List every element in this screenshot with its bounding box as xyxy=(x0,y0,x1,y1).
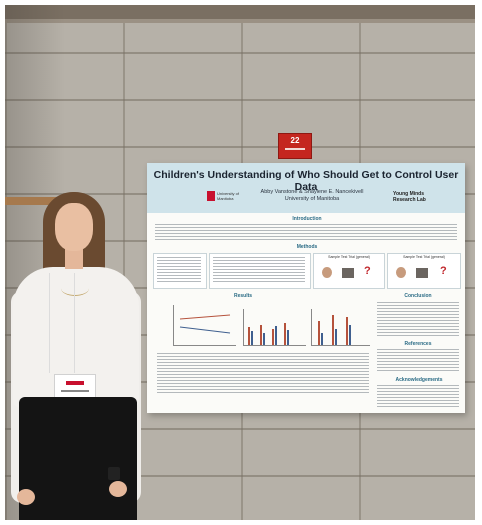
bar xyxy=(284,323,286,345)
bar xyxy=(349,325,351,345)
line-chart xyxy=(173,305,236,346)
badge-text-line xyxy=(61,390,89,392)
bar xyxy=(321,333,323,345)
bar xyxy=(275,326,277,345)
research-poster: Children's Understanding of Who Should G… xyxy=(147,163,465,413)
references-text xyxy=(377,349,459,373)
bar xyxy=(318,321,320,345)
references-heading: References xyxy=(404,341,432,347)
introduction-heading: Introduction xyxy=(292,216,322,222)
bar xyxy=(272,329,274,345)
bar-chart-right xyxy=(311,309,370,346)
bar xyxy=(251,331,253,345)
lanyard xyxy=(49,273,75,373)
trial-panel-b: Sample Test Trial (general) ? xyxy=(387,253,461,289)
stimulus-image xyxy=(342,268,354,278)
room-sign-braille xyxy=(285,148,305,150)
poster-header xyxy=(147,163,465,213)
trial-panel-b-label: Sample Test Trial (general) xyxy=(403,255,445,259)
bar xyxy=(346,317,348,345)
presenter-right-hand xyxy=(109,481,127,497)
bar xyxy=(335,329,337,345)
author-affiliation: University of Manitoba xyxy=(284,196,340,202)
bar xyxy=(248,327,250,345)
participants-box xyxy=(153,253,207,289)
question-mark: ? xyxy=(364,265,371,277)
author-names: Abby Vanstone & Shaylene E. Nancekivell xyxy=(260,189,364,195)
poster-title: Children's Understanding of Who Should G… xyxy=(153,169,459,193)
bar-chart-left xyxy=(243,309,306,346)
badge-logo xyxy=(66,381,84,385)
acknowledgements-text xyxy=(377,385,459,407)
child-face-image xyxy=(396,267,406,278)
conclusion-heading: Conclusion xyxy=(404,293,432,299)
presenter-skirt xyxy=(19,397,137,520)
results-heading: Results xyxy=(233,293,253,299)
lab-logo: Young Minds Research Lab xyxy=(393,191,426,203)
bar xyxy=(263,333,265,345)
smartwatch xyxy=(108,467,120,480)
presenter-left-hand xyxy=(17,489,35,505)
child-face-image xyxy=(322,267,332,278)
poster-authors: Abby Vanstone & Shaylene E. Nancekivell … xyxy=(237,189,387,203)
trial-panel-a: Sample Test Trial (general) ? xyxy=(313,253,385,289)
bar xyxy=(287,330,289,345)
presenter-face xyxy=(55,203,93,251)
methods-heading: Methods xyxy=(296,244,318,250)
ceiling-ledge-trim xyxy=(5,19,475,23)
conclusion-text xyxy=(377,302,459,336)
bar xyxy=(332,315,334,345)
question-mark: ? xyxy=(440,265,447,277)
materials-text xyxy=(213,257,305,283)
introduction-text xyxy=(155,224,457,240)
acknowledgements-heading: Acknowledgements xyxy=(395,377,443,383)
room-number: 22 xyxy=(290,136,300,145)
photo: 22 Children's Understanding of Who Shoul… xyxy=(5,5,475,520)
presenter-neck xyxy=(65,245,83,269)
university-shield-icon xyxy=(207,191,215,201)
wood-shelf xyxy=(5,197,57,205)
line-chart-plot xyxy=(179,314,231,334)
trial-panel-a-label: Sample Test Trial (general) xyxy=(328,255,370,259)
materials-box xyxy=(209,253,311,289)
results-text xyxy=(157,353,369,395)
university-logo: University of Manitoba xyxy=(207,191,247,205)
participants-text xyxy=(157,257,201,283)
ceiling-ledge xyxy=(5,5,475,19)
bar xyxy=(260,325,262,345)
university-logo-text: University of Manitoba xyxy=(217,191,240,201)
room-sign: 22 xyxy=(278,133,312,159)
presenter-necklace xyxy=(61,281,89,296)
stimulus-image xyxy=(416,268,428,278)
